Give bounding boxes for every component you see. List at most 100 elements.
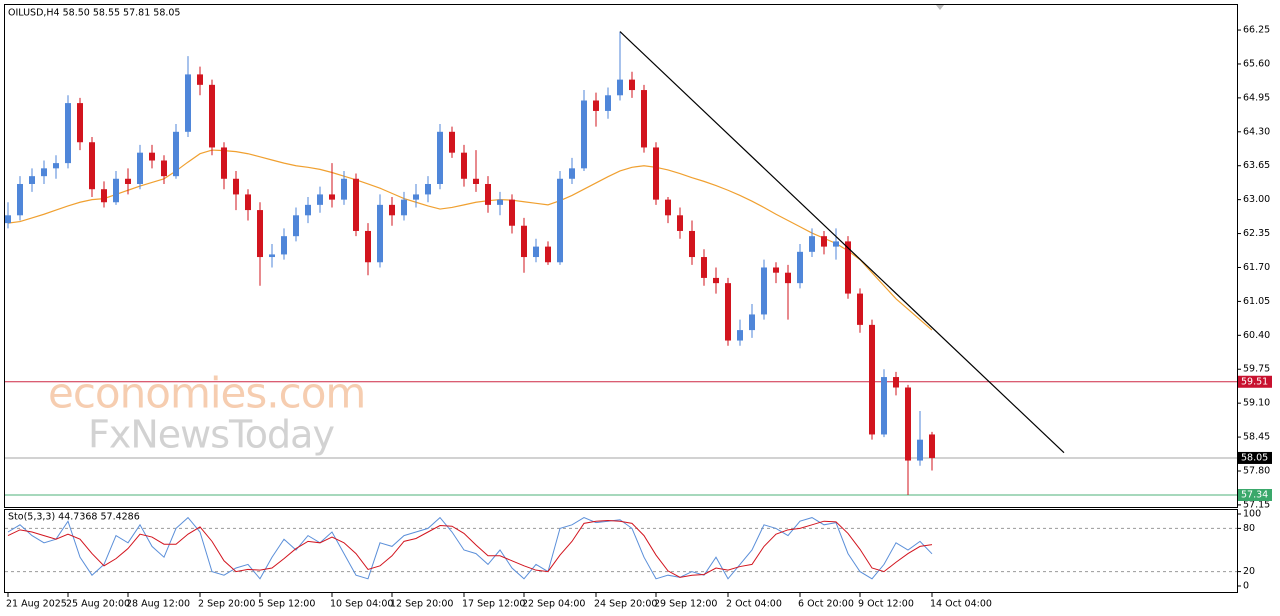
level-label: 57.34 bbox=[1241, 489, 1268, 500]
candle-body bbox=[905, 387, 911, 461]
y-tick-label: 62.35 bbox=[1243, 228, 1270, 239]
y-tick-label: 57.15 bbox=[1243, 499, 1270, 510]
watermark-text: economies.com bbox=[48, 369, 365, 418]
candle-body bbox=[329, 194, 335, 200]
candle-body bbox=[929, 434, 935, 458]
moving-average-line bbox=[7, 149, 933, 331]
candle-body bbox=[317, 194, 323, 205]
y-tick-label: 64.95 bbox=[1243, 92, 1270, 103]
candle-body bbox=[653, 147, 659, 200]
candle-body bbox=[125, 178, 131, 184]
candle-body bbox=[221, 147, 227, 179]
candle-body bbox=[557, 178, 563, 263]
y-tick-label: 61.05 bbox=[1243, 296, 1270, 307]
x-tick-label: 28 Aug 12:00 bbox=[126, 599, 190, 610]
y-tick-label: 60.40 bbox=[1243, 330, 1270, 341]
oscillator-line bbox=[7, 516, 933, 580]
candle-body bbox=[809, 236, 815, 252]
trend-line bbox=[619, 31, 1065, 454]
y-tick-label: 65.60 bbox=[1243, 58, 1270, 69]
candle-body bbox=[233, 178, 239, 195]
level-label-box bbox=[1238, 451, 1272, 464]
candle-body bbox=[845, 241, 851, 294]
watermark-text: FxNewsToday bbox=[88, 413, 334, 457]
candle-body bbox=[89, 142, 95, 190]
candle-body bbox=[581, 100, 587, 169]
candle-body bbox=[821, 236, 827, 247]
candle-body bbox=[593, 100, 599, 111]
axes-group: 66.25 65.60 64.95 64.30 63.65 63.00 62.35 61.70… bbox=[6, 25, 1272, 610]
candle-body bbox=[305, 204, 311, 216]
candle-body bbox=[521, 225, 527, 258]
y-tick-label: 58.45 bbox=[1243, 432, 1270, 443]
candle-body bbox=[761, 267, 767, 315]
y-tick-label: 57.80 bbox=[1243, 465, 1270, 476]
candle-body bbox=[149, 152, 155, 161]
candle-body bbox=[101, 189, 107, 203]
x-tick-label: 6 Oct 20:00 bbox=[798, 599, 854, 610]
candle-body bbox=[257, 210, 263, 258]
x-tick-label: 25 Aug 20:00 bbox=[66, 599, 130, 610]
candle-body bbox=[173, 131, 179, 177]
candle-body bbox=[689, 230, 695, 258]
candle-body bbox=[881, 377, 887, 435]
y-tick-label: 66.25 bbox=[1243, 25, 1270, 36]
chart-title: OILUSD,H4 58.50 58.55 57.81 58.05 bbox=[8, 8, 180, 19]
candle-body bbox=[245, 194, 251, 211]
candle-body bbox=[509, 199, 515, 226]
x-tick-label: 22 Sep 04:00 bbox=[522, 599, 585, 610]
candle-body bbox=[65, 103, 71, 164]
oscillator-tick-label: 100 bbox=[1243, 509, 1261, 520]
level-label-box bbox=[1238, 375, 1272, 388]
candle-body bbox=[137, 152, 143, 184]
candle-body bbox=[425, 183, 431, 195]
candle-body bbox=[677, 215, 683, 231]
candle-body bbox=[629, 79, 635, 91]
candle-body bbox=[341, 178, 347, 200]
x-tick-label: 29 Sep 12:00 bbox=[654, 599, 717, 610]
x-tick-label: 9 Oct 12:00 bbox=[858, 599, 914, 610]
oscillator-panel-frame bbox=[4, 509, 1238, 593]
y-tick-label: 64.30 bbox=[1243, 126, 1270, 137]
candle-body bbox=[857, 293, 863, 325]
x-tick-label: 5 Sep 12:00 bbox=[258, 599, 315, 610]
candle-body bbox=[497, 199, 503, 205]
candle-body bbox=[365, 230, 371, 263]
level-label-box bbox=[1238, 488, 1272, 501]
oscillator-tick-label: 20 bbox=[1243, 566, 1255, 577]
level-label: 58.05 bbox=[1241, 452, 1268, 463]
candle-body bbox=[413, 194, 419, 200]
oscillator-tick-label: 0 bbox=[1243, 581, 1249, 592]
candle-body bbox=[737, 330, 743, 341]
x-tick-label: 14 Oct 04:00 bbox=[930, 599, 992, 610]
x-tick-label: 2 Oct 04:00 bbox=[726, 599, 782, 610]
x-tick-label: 21 Aug 2025 bbox=[6, 599, 67, 610]
x-tick-label: 24 Sep 20:00 bbox=[594, 599, 657, 610]
candle-body bbox=[461, 152, 467, 179]
candle-body bbox=[701, 257, 707, 278]
candle-body bbox=[749, 314, 755, 331]
candle-body bbox=[917, 439, 923, 461]
candle-body bbox=[377, 204, 383, 263]
candle-body bbox=[605, 95, 611, 111]
candle-body bbox=[569, 168, 575, 179]
y-tick-label: 63.00 bbox=[1243, 194, 1270, 205]
x-tick-label: 2 Sep 20:00 bbox=[198, 599, 255, 610]
candle-body bbox=[185, 74, 191, 132]
y-tick-label: 61.70 bbox=[1243, 262, 1270, 273]
candle-body bbox=[785, 272, 791, 284]
y-tick-label: 63.65 bbox=[1243, 160, 1270, 171]
oscillator-line bbox=[7, 519, 933, 578]
candle-body bbox=[833, 241, 839, 247]
candle-body bbox=[197, 74, 203, 85]
candle-body bbox=[473, 178, 479, 184]
candle-body bbox=[5, 215, 11, 224]
candle-body bbox=[449, 131, 455, 153]
grid-group bbox=[5, 381, 1237, 573]
candle-body bbox=[293, 215, 299, 237]
candle-body bbox=[389, 204, 395, 216]
